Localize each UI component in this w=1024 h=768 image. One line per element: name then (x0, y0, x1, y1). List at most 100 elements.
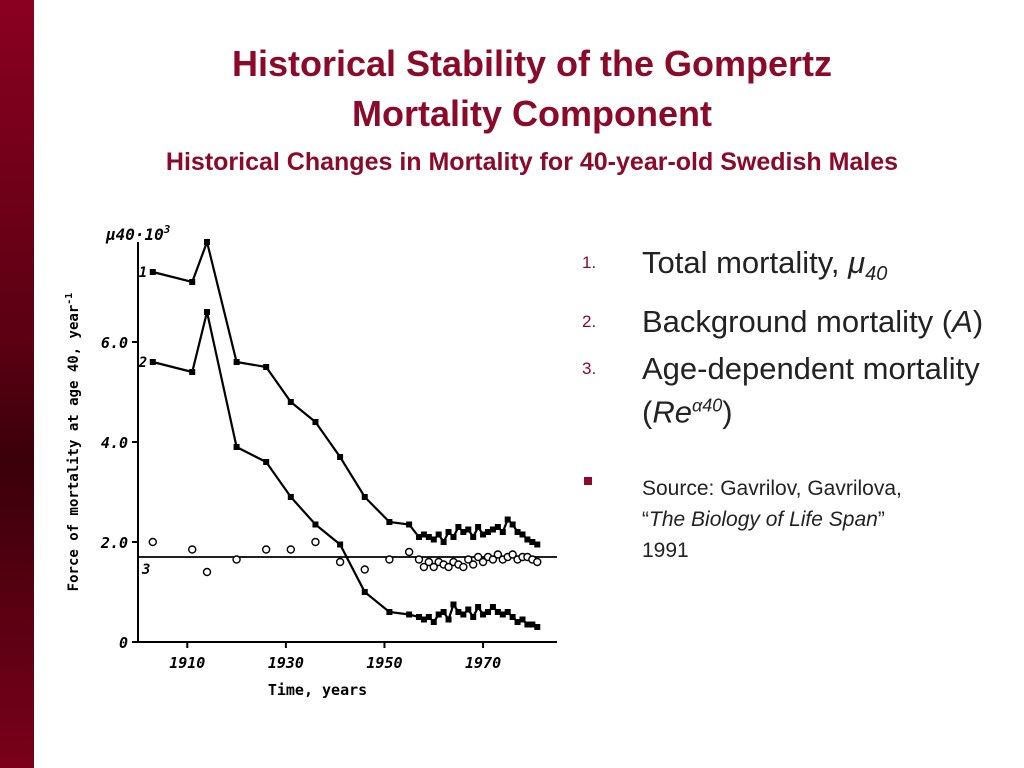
series-1-point (480, 531, 487, 538)
series-3-point (232, 555, 241, 564)
source-line: Source: Gavrilov, Gavrilova, (642, 476, 902, 500)
series-3-point (429, 562, 438, 572)
series-3-point (385, 555, 394, 564)
series-2-point (435, 611, 442, 618)
series-1-point (287, 399, 294, 405)
list-number: 3. (582, 359, 597, 379)
series-1-point (489, 526, 496, 533)
y-unit-label: μ40·103 (105, 223, 171, 244)
series-2-point (337, 541, 344, 548)
series-2-point (470, 614, 477, 620)
series-3-point (478, 557, 488, 567)
series-3-point (444, 562, 453, 572)
series-3-point (414, 555, 424, 564)
y-axis-label-superscript: -1 (64, 293, 75, 305)
mortality-chart: 0 2.0 4.0 6.0 1910 1930 1950 1970 μ40·103 Force o… (64, 223, 557, 699)
series-3-point (360, 565, 369, 574)
list-text: Total mortality, (642, 245, 849, 280)
series-3-point (464, 555, 473, 564)
series-1-label: 1 (139, 265, 147, 281)
series-3-point (473, 552, 483, 562)
source-book-title: The Biology of Life Span (649, 507, 878, 531)
series-1-point (465, 526, 472, 533)
x-axis-label: Time, years (268, 681, 367, 699)
list-tail: ) (972, 304, 984, 340)
x-tick-label: 1970 (465, 654, 501, 672)
series-2-line (152, 311, 538, 628)
series-1-point (204, 239, 211, 245)
series-1-point (484, 529, 491, 535)
series-1-point (361, 494, 368, 500)
series-1-point (189, 279, 196, 285)
series-2-point (465, 606, 472, 613)
series-1-line (152, 238, 538, 546)
series-2-point (460, 611, 467, 618)
series-1-point (470, 534, 477, 540)
series-2-point (480, 611, 487, 618)
list-number: 1. (582, 253, 597, 272)
series-2-point (504, 609, 511, 615)
series-1-point (460, 529, 467, 535)
list-tail: ) (722, 394, 733, 430)
x-tick-label: 1930 (268, 654, 304, 672)
mu-symbol: μ (848, 245, 866, 280)
series-1-point (415, 534, 422, 540)
series-3-point (202, 567, 212, 577)
series-2-point (425, 614, 432, 620)
series-3-point (148, 537, 157, 547)
slide-title-line1: Historical Stability of the Gompertz (231, 43, 833, 84)
source-note: Source: Gavrilov, Gavrilova, “The Biolog… (582, 473, 1012, 566)
series-1-point (509, 521, 516, 528)
series-2-point (263, 459, 270, 465)
reference-line-label: 3 (141, 562, 150, 578)
series-2-point (189, 369, 196, 375)
list-text: Background mortality ( (642, 304, 953, 340)
series-3-point (286, 545, 296, 554)
series-2-point (312, 521, 319, 528)
series-2-point (233, 444, 240, 450)
series-3-point (188, 545, 197, 554)
legend-list: 1. Total mortality, μ40 2. Background mo… (582, 244, 1012, 566)
slide-title-line2: Mortality Component (352, 93, 712, 134)
series-2-point (489, 604, 496, 610)
series-2-point (440, 609, 447, 615)
series-2-point (386, 609, 393, 615)
series-3-point (424, 557, 434, 567)
series-2-point (430, 619, 437, 625)
x-tick-label: 1950 (366, 654, 402, 672)
series-1-point (263, 364, 270, 370)
series-1-point (440, 539, 447, 545)
series-2-point (519, 616, 526, 623)
series-1-point (475, 524, 482, 530)
series-3-point (335, 557, 345, 567)
series-1-point (529, 539, 536, 545)
re-symbol: Re (652, 394, 692, 430)
series-1-point (494, 524, 501, 530)
series-2-point (204, 309, 211, 315)
series-1-point (524, 536, 531, 543)
y-tick-label: 6.0 (101, 334, 128, 352)
series-2-point (406, 611, 413, 618)
square-bullet-icon (584, 476, 592, 485)
series-1-point (455, 524, 462, 530)
series-2-point (509, 614, 516, 620)
series-2-point (514, 619, 521, 625)
series-1-point (450, 534, 457, 540)
re-superscript: α40 (691, 395, 723, 416)
series-3-point (261, 545, 271, 554)
series-3-point (508, 550, 517, 559)
y-unit-superscript: 3 (163, 223, 171, 236)
series-2-point (420, 616, 427, 623)
series-2-point (499, 611, 506, 618)
quote-close: ” (877, 507, 885, 531)
series-2-point (445, 616, 452, 623)
series-1-point (420, 531, 427, 538)
series-2-point (494, 609, 501, 615)
series-2-point (287, 494, 294, 500)
series-2-point (361, 589, 368, 595)
series-3-point (488, 555, 498, 564)
list-text: Age-dependent mortality ( (642, 351, 980, 430)
slide-subtitle: Historical Changes in Mortality for 40-y… (165, 148, 899, 176)
series-1-point (519, 531, 526, 538)
y-axis-label: Force of mortality at age 40, year-1 (64, 293, 82, 592)
